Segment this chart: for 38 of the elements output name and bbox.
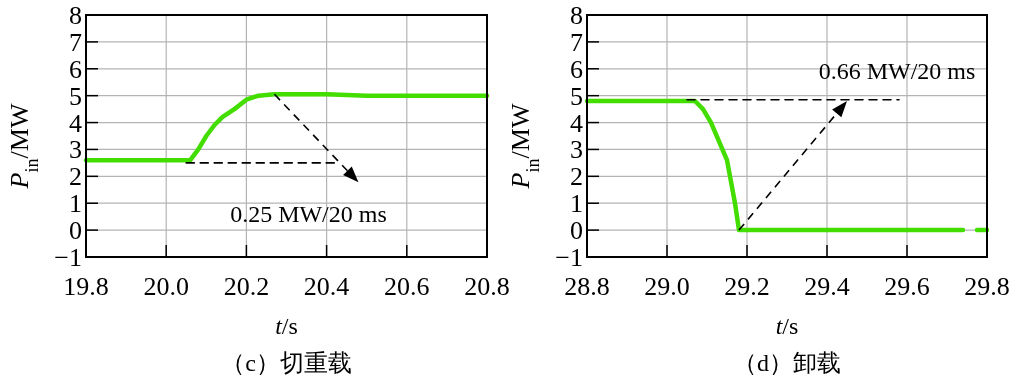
annotation: 0.66 MW/20 ms <box>818 58 976 85</box>
x-tick-label: 20.8 <box>464 272 510 301</box>
x-tick-label: 29.0 <box>644 272 690 301</box>
y-tick-label: 7 <box>570 27 583 57</box>
x-tick-label: 29.4 <box>804 272 850 301</box>
x-tick-label: 20.2 <box>223 272 270 301</box>
y-tick-label: 8 <box>69 1 82 30</box>
y-tick-label: 4 <box>570 108 583 138</box>
x-axis-title: t/s <box>275 313 298 339</box>
y-tick-label: 2 <box>570 162 583 192</box>
y-tick-label: 0 <box>69 216 82 246</box>
x-tick-label: 28.8 <box>564 272 610 301</box>
y-tick-label: 6 <box>69 54 82 84</box>
x-tick-label: 20.0 <box>143 272 189 301</box>
x-tick-label: 29.2 <box>724 272 770 301</box>
y-tick-label: 3 <box>570 135 583 165</box>
x-tick-label: 19.8 <box>63 272 109 301</box>
y-tick-label: 4 <box>69 108 82 138</box>
x-tick-label: 20.4 <box>303 272 350 301</box>
y-tick-label: 0 <box>570 216 583 246</box>
y-tick-label: 2 <box>69 162 82 192</box>
x-tick-label: 29.6 <box>884 272 930 301</box>
y-tick-label: 1 <box>570 189 583 219</box>
x-tick-label: 29.8 <box>964 272 1010 301</box>
y-tick-label: 8 <box>570 1 583 30</box>
x-axis-title: t/s <box>775 313 799 339</box>
y-tick-label: 5 <box>570 81 583 111</box>
y-tick-label: −1 <box>54 243 82 272</box>
text: （d）卸载 <box>733 350 841 376</box>
y-tick-label: 1 <box>69 189 82 219</box>
text: （c）切重载 <box>221 350 352 376</box>
y-tick-label: −1 <box>555 243 583 272</box>
y-tick-label: 7 <box>69 27 82 57</box>
annotation: 0.25 MW/20 ms <box>230 201 387 228</box>
y-tick-label: 3 <box>69 135 82 165</box>
y-tick-label: 6 <box>570 54 583 84</box>
y-tick-label: 5 <box>69 81 82 111</box>
x-tick-label: 20.6 <box>384 272 430 301</box>
